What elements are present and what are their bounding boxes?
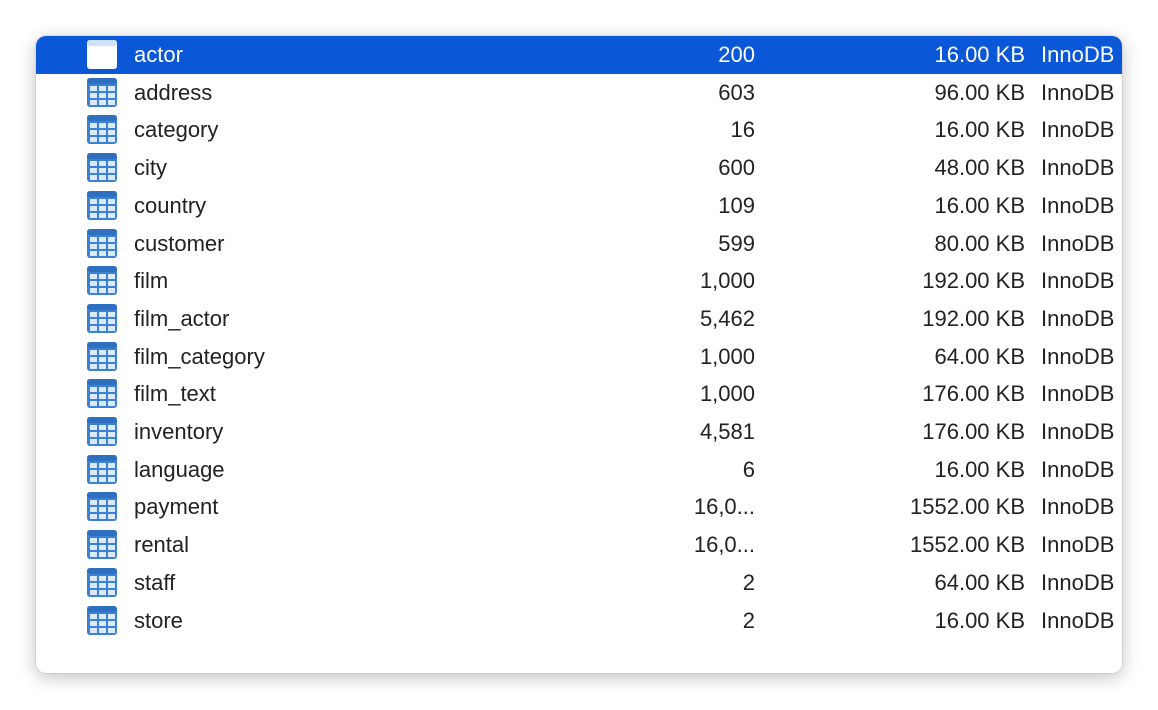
table-name: customer <box>134 230 225 256</box>
row-count: 200 <box>718 42 755 67</box>
table-icon <box>86 341 118 372</box>
table-size: 80.00 KB <box>934 230 1025 256</box>
row-count: 109 <box>718 192 755 218</box>
table-row[interactable]: film_category 1,000 64.00 KB InnoDB <box>36 338 1122 376</box>
table-engine: InnoDB <box>1041 305 1115 331</box>
table-engine: InnoDB <box>1041 192 1115 218</box>
table-size: 16.00 KB <box>934 42 1025 67</box>
table-icon <box>86 39 118 70</box>
table-name: language <box>134 456 225 482</box>
row-count: 16,0... <box>693 494 755 520</box>
table-row[interactable]: staff 2 64.00 KB InnoDB <box>36 564 1122 602</box>
table-icon <box>86 303 118 334</box>
table-name: actor <box>134 42 183 67</box>
table-engine: InnoDB <box>1041 456 1115 482</box>
table-name: film <box>134 268 169 294</box>
table-name: category <box>134 117 219 143</box>
table-icon <box>86 77 118 108</box>
table-name: rental <box>134 532 190 558</box>
table-engine: InnoDB <box>1041 607 1115 633</box>
table-engine: InnoDB <box>1041 230 1115 256</box>
table-size: 192.00 KB <box>922 268 1025 294</box>
table-engine: InnoDB <box>1041 268 1115 294</box>
table-size: 48.00 KB <box>934 155 1025 181</box>
table-size: 64.00 KB <box>934 569 1025 595</box>
table-row[interactable]: film_actor 5,462 192.00 KB InnoDB <box>36 300 1122 338</box>
table-name: film_actor <box>134 305 230 331</box>
row-count: 6 <box>742 456 755 482</box>
table-size: 96.00 KB <box>934 79 1025 105</box>
table-size: 64.00 KB <box>934 343 1025 369</box>
table-icon <box>86 228 118 259</box>
table-name: film_category <box>134 343 265 369</box>
row-count: 2 <box>742 569 755 595</box>
table-list-window: actor 200 16.00 KB InnoDB address 603 96… <box>36 36 1122 673</box>
table-row[interactable]: customer 599 80.00 KB InnoDB <box>36 225 1122 263</box>
table-engine: InnoDB <box>1041 343 1115 369</box>
row-count: 16,0... <box>693 532 755 558</box>
table-icon <box>86 605 118 636</box>
table-size: 16.00 KB <box>934 117 1025 143</box>
row-count: 599 <box>718 230 755 256</box>
table-name: country <box>134 192 207 218</box>
table-engine: InnoDB <box>1041 42 1115 67</box>
table-icon <box>86 567 118 598</box>
table-row[interactable]: store 2 16.00 KB InnoDB <box>36 602 1122 640</box>
table-row[interactable]: film 1,000 192.00 KB InnoDB <box>36 262 1122 300</box>
table-engine: InnoDB <box>1041 569 1115 595</box>
table-size: 1552.00 KB <box>910 494 1025 520</box>
table-size: 192.00 KB <box>922 305 1025 331</box>
table-size: 176.00 KB <box>922 419 1025 444</box>
table-size: 16.00 KB <box>934 456 1025 482</box>
table-size: 1552.00 KB <box>910 532 1025 558</box>
table-icon <box>86 454 118 485</box>
table-icon <box>86 378 118 409</box>
table-row[interactable]: city 600 48.00 KB InnoDB <box>36 149 1122 187</box>
row-count: 5,462 <box>699 305 755 331</box>
row-count: 16 <box>730 117 755 143</box>
table-icon <box>86 265 118 296</box>
row-count: 1,000 <box>699 343 755 369</box>
table-name: address <box>134 79 213 105</box>
table-icon <box>86 529 118 560</box>
table-icon <box>86 114 118 145</box>
table-icon <box>86 152 118 183</box>
row-count: 1,000 <box>699 381 755 407</box>
table-row[interactable]: category 16 16.00 KB InnoDB <box>36 111 1122 149</box>
table-row[interactable]: inventory 4,581 176.00 KB InnoDB <box>36 413 1122 451</box>
table-row[interactable]: actor 200 16.00 KB InnoDB <box>36 36 1122 74</box>
table-icon <box>86 190 118 221</box>
row-count: 2 <box>742 607 755 633</box>
row-count: 600 <box>718 155 755 181</box>
table-size: 16.00 KB <box>934 192 1025 218</box>
row-count: 603 <box>718 79 755 105</box>
table-icon <box>86 416 118 447</box>
table-engine: InnoDB <box>1041 419 1115 444</box>
table-name: inventory <box>134 419 224 444</box>
table-engine: InnoDB <box>1041 117 1115 143</box>
row-count: 1,000 <box>699 268 755 294</box>
table-row[interactable]: rental 16,0... 1552.00 KB InnoDB <box>36 526 1122 564</box>
table-size: 176.00 KB <box>922 381 1025 407</box>
table-engine: InnoDB <box>1041 532 1115 558</box>
table-name: store <box>134 607 183 633</box>
table-name: film_text <box>134 381 216 407</box>
table-engine: InnoDB <box>1041 381 1115 407</box>
table-name: payment <box>134 494 219 520</box>
table-row[interactable]: country 109 16.00 KB InnoDB <box>36 187 1122 225</box>
table-row[interactable]: payment 16,0... 1552.00 KB InnoDB <box>36 488 1122 526</box>
table-name: staff <box>134 569 176 595</box>
table-row[interactable]: film_text 1,000 176.00 KB InnoDB <box>36 375 1122 413</box>
table-name: city <box>134 155 167 181</box>
table-size: 16.00 KB <box>934 607 1025 633</box>
table-icon <box>86 491 118 522</box>
row-count: 4,581 <box>699 419 755 444</box>
table-row[interactable]: language 6 16.00 KB InnoDB <box>36 451 1122 489</box>
table-engine: InnoDB <box>1041 155 1115 181</box>
table-engine: InnoDB <box>1041 79 1115 105</box>
table-engine: InnoDB <box>1041 494 1115 520</box>
table-row[interactable]: address 603 96.00 KB InnoDB <box>36 74 1122 112</box>
